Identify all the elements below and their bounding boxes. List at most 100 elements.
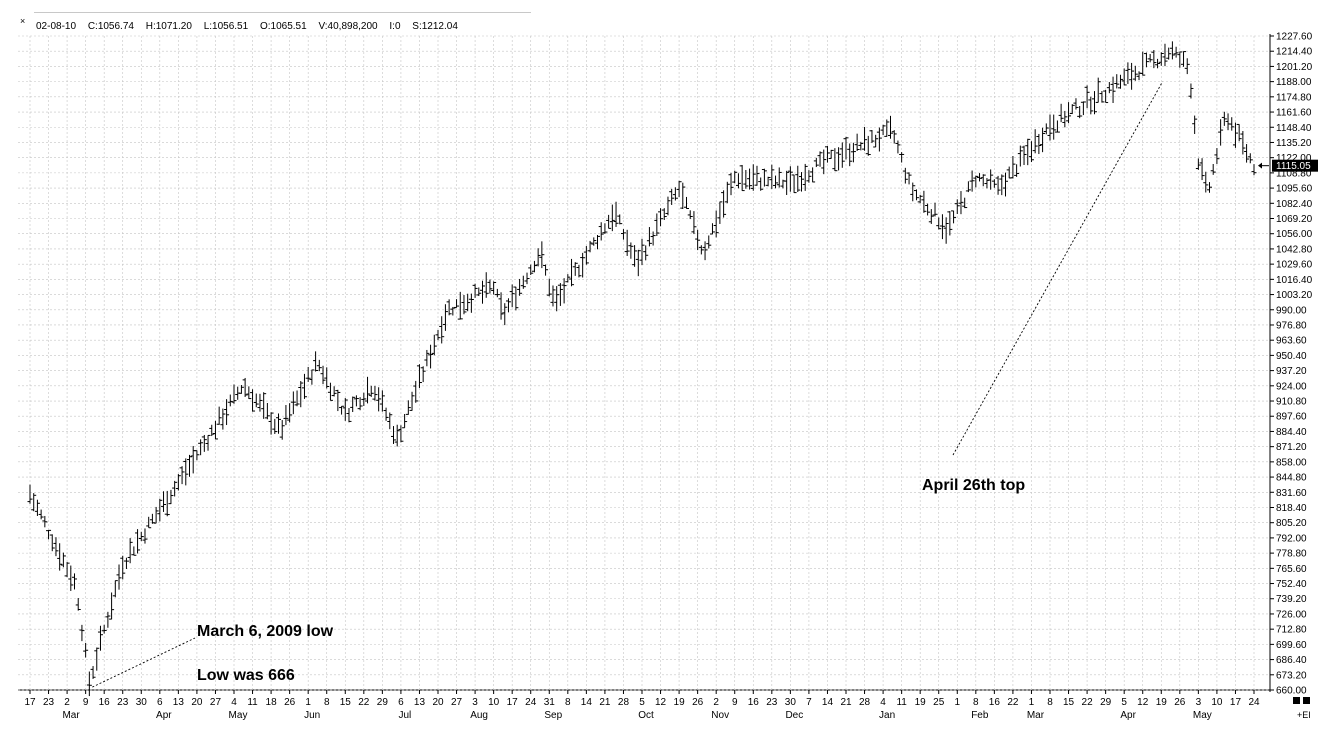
y-axis: 1227.60 1214.40 1201.20 1188.00 1174.80 1161.… xyxy=(1258,32,1318,697)
x-tick-label: 12 xyxy=(655,697,667,708)
y-tick-label: 1108.80 xyxy=(1276,168,1312,179)
x-tick-label: 11 xyxy=(247,697,258,708)
x-tick-label: 23 xyxy=(766,697,778,708)
month-label: Apr xyxy=(1120,710,1136,721)
x-tick-label: 7 xyxy=(806,697,812,708)
x-tick-label: 16 xyxy=(989,697,1001,708)
x-tick-label: 8 xyxy=(565,697,571,708)
top-annotation-line xyxy=(952,81,1163,456)
x-tick-label: 2 xyxy=(64,697,70,708)
close-icon[interactable]: × xyxy=(20,16,26,26)
corner-label: +EI xyxy=(1297,710,1311,720)
y-tick-label: 1029.60 xyxy=(1276,260,1313,271)
x-tick-label: 24 xyxy=(525,697,537,708)
y-tick-label: 937.20 xyxy=(1276,366,1307,377)
x-tick-label: 8 xyxy=(1047,697,1053,708)
month-label: Feb xyxy=(971,710,989,721)
y-tick-label: 778.80 xyxy=(1276,549,1307,560)
x-tick-label: 20 xyxy=(432,697,444,708)
y-tick-label: 1148.40 xyxy=(1276,123,1312,134)
x-tick-label: 16 xyxy=(748,697,760,708)
month-label: Dec xyxy=(785,710,803,721)
x-tick-label: 27 xyxy=(210,697,222,708)
month-label: Jan xyxy=(879,710,895,721)
y-tick-label: 1082.40 xyxy=(1276,199,1313,210)
x-tick-label: 3 xyxy=(1196,697,1202,708)
y-tick-label: 1016.40 xyxy=(1276,275,1313,286)
x-tick-label: 9 xyxy=(732,697,738,708)
month-label: Aug xyxy=(470,710,488,721)
y-tick-label: 831.60 xyxy=(1276,488,1307,499)
x-tick-label: 15 xyxy=(340,697,352,708)
month-label: Mar xyxy=(62,710,80,721)
y-tick-label: 884.40 xyxy=(1276,427,1307,438)
y-tick-label: 963.60 xyxy=(1276,336,1307,347)
x-tick-label: 18 xyxy=(266,697,278,708)
x-tick-label: 1 xyxy=(305,697,311,708)
x-tick-label: 2 xyxy=(713,697,719,708)
low-annotation-line xyxy=(92,637,196,688)
x-tick-label: 4 xyxy=(231,697,237,708)
y-tick-label: 765.60 xyxy=(1276,564,1307,575)
y-tick-label: 1069.20 xyxy=(1276,214,1313,225)
x-tick-label: 23 xyxy=(117,697,129,708)
x-tick-label: 13 xyxy=(173,697,185,708)
x-tick-label: 22 xyxy=(358,697,370,708)
x-tick-label: 5 xyxy=(639,697,645,708)
x-tick-label: 28 xyxy=(618,697,630,708)
y-tick-label: 1161.60 xyxy=(1276,108,1312,119)
header-interest: I:0 xyxy=(389,21,401,32)
x-tick-label: 5 xyxy=(1121,697,1127,708)
y-tick-label: 1003.20 xyxy=(1276,290,1313,301)
header-volume: V:40,898,200 xyxy=(318,21,378,32)
month-label: Jul xyxy=(399,710,412,721)
x-tick-label: 17 xyxy=(507,697,519,708)
x-tick-label: 1 xyxy=(1029,697,1035,708)
x-tick-label: 14 xyxy=(822,697,834,708)
price-marker-arrowhead xyxy=(1258,162,1262,169)
x-tick-label: 26 xyxy=(1174,697,1186,708)
x-tick-label: 11 xyxy=(896,697,907,708)
price-bars xyxy=(27,41,1257,697)
corner-square-1 xyxy=(1293,697,1300,704)
y-tick-label: 1056.00 xyxy=(1276,229,1313,240)
x-tick-label: 31 xyxy=(544,697,556,708)
y-tick-label: 871.20 xyxy=(1276,442,1307,453)
y-tick-label: 976.80 xyxy=(1276,320,1307,331)
y-tick-label: 858.00 xyxy=(1276,457,1307,468)
header-close: C:1056.74 xyxy=(87,21,134,32)
y-tick-label: 752.40 xyxy=(1276,579,1307,590)
header-low: L:1056.51 xyxy=(203,21,249,32)
header-symbol-value: S:1212.04 xyxy=(412,21,458,32)
x-tick-label: 8 xyxy=(324,697,330,708)
y-tick-label: 1135.20 xyxy=(1276,138,1312,149)
x-tick-label: 22 xyxy=(1082,697,1094,708)
y-tick-label: 1214.40 xyxy=(1276,47,1313,58)
y-tick-label: 950.40 xyxy=(1276,351,1307,362)
x-tick-label: 8 xyxy=(973,697,979,708)
x-tick-label: 12 xyxy=(1137,697,1149,708)
x-tick-label: 27 xyxy=(451,697,463,708)
y-tick-label: 1174.80 xyxy=(1276,92,1312,103)
y-tick-label: 910.80 xyxy=(1276,397,1307,408)
y-tick-label: 818.40 xyxy=(1276,503,1307,514)
month-label: Sep xyxy=(544,710,562,721)
x-tick-label: 19 xyxy=(674,697,686,708)
annotation-march-low: March 6, 2009 low xyxy=(197,623,334,640)
x-tick-label: 6 xyxy=(398,697,404,708)
x-tick-label: 3 xyxy=(472,697,478,708)
y-tick-label: 924.00 xyxy=(1276,381,1307,392)
y-tick-label: 686.40 xyxy=(1276,655,1307,666)
y-tick-label: 1122.00 xyxy=(1276,153,1312,164)
y-tick-label: 726.00 xyxy=(1276,609,1307,620)
x-tick-label: 29 xyxy=(377,697,389,708)
price-marker-box xyxy=(1272,159,1318,172)
price-marker-label: 1115.05 xyxy=(1276,161,1311,172)
x-tick-label: 9 xyxy=(83,697,89,708)
month-label: Jun xyxy=(304,710,320,721)
x-tick-label: 26 xyxy=(284,697,296,708)
header-open: O:1065.51 xyxy=(259,21,307,32)
x-tick-label: 1 xyxy=(954,697,960,708)
x-tick-label: 28 xyxy=(859,697,871,708)
